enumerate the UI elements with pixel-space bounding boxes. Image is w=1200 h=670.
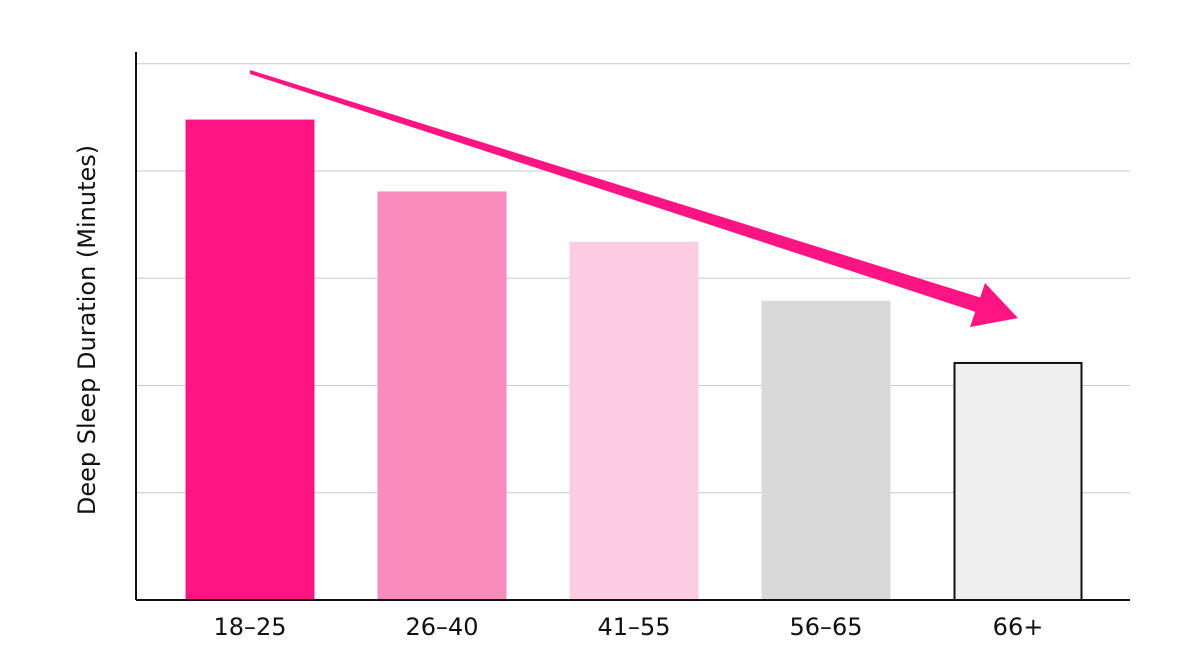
bar [953, 361, 1083, 602]
bar [569, 241, 699, 601]
y-axis-label: Deep Sleep Duration (Minutes) [73, 145, 101, 515]
x-tick-label: 56–65 [789, 613, 862, 641]
arrow-head [970, 283, 1018, 327]
bar [761, 300, 891, 601]
arrow-shaft [250, 70, 982, 312]
trend-arrow [250, 70, 1018, 327]
bar [185, 119, 315, 601]
x-tick-label: 26–40 [405, 613, 478, 641]
x-tick-label: 66+ [993, 613, 1044, 641]
bar [377, 191, 507, 601]
x-tick-label: 18–25 [213, 613, 286, 641]
x-tick-label: 41–55 [597, 613, 670, 641]
